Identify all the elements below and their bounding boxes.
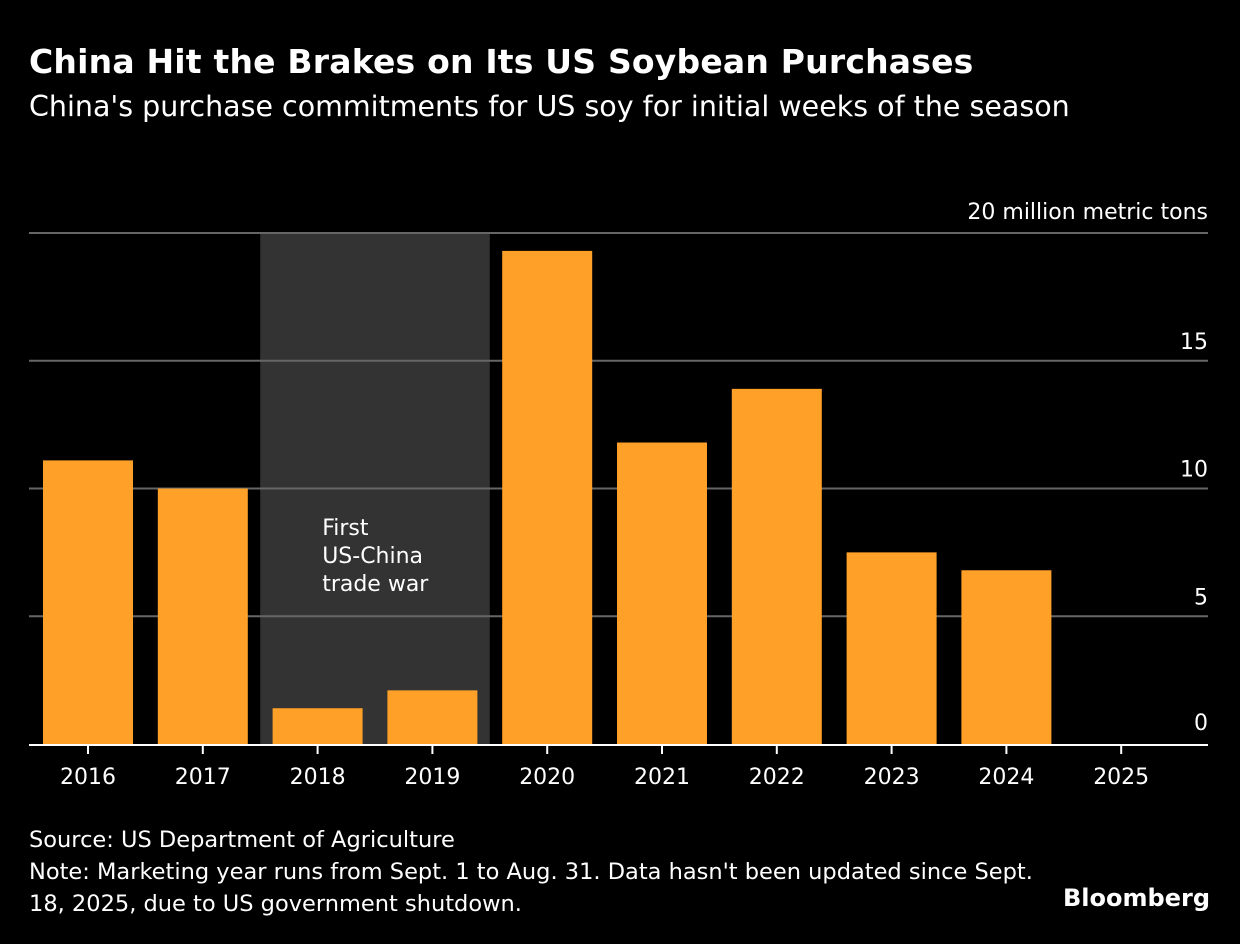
bar-2023	[846, 552, 937, 744]
chart-title: China Hit the Brakes on Its US Soybean P…	[29, 42, 974, 81]
axis-layer: 0 5 10 15 20 million metric tons 2016 2017 2018…	[29, 200, 1208, 790]
x-tick-label: 2025	[1093, 765, 1149, 790]
x-tick-label: 2023	[864, 765, 920, 790]
x-tick-label: 2018	[290, 765, 346, 790]
x-tick-label: 2020	[519, 765, 575, 790]
x-tick-label: 2022	[749, 765, 805, 790]
annotation-line: trade war	[322, 572, 429, 597]
y-tick-label: 0	[1194, 711, 1208, 736]
bar-2021	[617, 442, 707, 744]
y-tick-label: 5	[1194, 585, 1208, 610]
bar-2017	[157, 488, 248, 744]
x-tick-label: 2024	[978, 765, 1034, 790]
bar-layer	[43, 250, 1052, 744]
annotation-layer: First US-China trade war	[322, 516, 429, 597]
bar-2022	[731, 388, 822, 744]
annotation-line: US-China	[322, 544, 423, 569]
y-tick-label: 10	[1180, 458, 1208, 483]
bloomberg-logo: Bloomberg	[1063, 884, 1210, 912]
x-tick-label: 2016	[60, 765, 116, 790]
annotation-line: First	[322, 516, 369, 541]
footer: Source: US Department of Agriculture Not…	[29, 824, 1069, 920]
bar-2024	[961, 570, 1052, 744]
source-note: Source: US Department of Agriculture	[29, 827, 455, 853]
bar-2020	[502, 250, 593, 744]
bar-2018	[272, 708, 363, 744]
bar-2019	[387, 690, 478, 744]
y-tick-label: 20 million metric tons	[967, 200, 1208, 225]
trade-war-annotation: First US-China trade war	[322, 516, 429, 597]
chart-subtitle: China's purchase commitments for US soy …	[29, 90, 1070, 123]
x-tick-label: 2017	[175, 765, 231, 790]
x-tick-label: 2019	[404, 765, 460, 790]
x-tick-label: 2021	[634, 765, 690, 790]
footnote: Note: Marketing year runs from Sept. 1 t…	[29, 859, 1033, 917]
y-tick-label: 15	[1180, 330, 1208, 355]
bar-2016	[43, 460, 133, 744]
